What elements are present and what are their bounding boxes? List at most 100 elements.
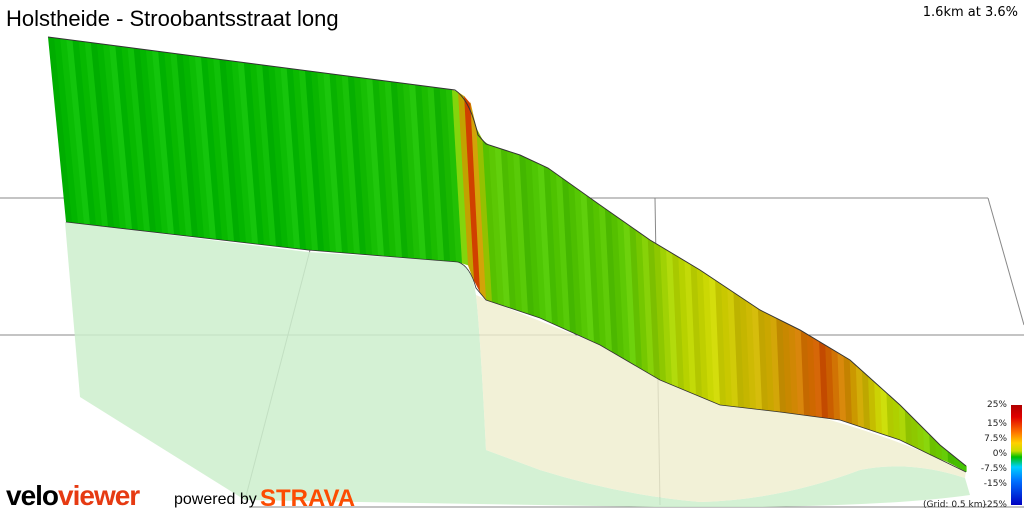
profile-wall-segment (201, 56, 223, 241)
profile-wall-segment (366, 78, 385, 257)
profile-wall-segment (917, 422, 925, 453)
profile-wall-segment (378, 80, 397, 258)
profile-wall-segment (305, 70, 325, 252)
profile-wall-segment (537, 163, 553, 324)
profile-wall-segment (464, 96, 481, 294)
legend-label: -15% (983, 479, 1007, 489)
profile-wall-segment (384, 80, 403, 258)
profile-wall-segment (402, 83, 421, 260)
profile-wall-segment (225, 60, 247, 243)
profile-wall-segment (727, 288, 739, 408)
grid-line-diagonal (987, 197, 1024, 326)
profile-wall-segment (696, 268, 709, 401)
profile-wall-segment (653, 242, 667, 383)
profile-wall-segment (525, 157, 541, 319)
profile-wall-segment (219, 59, 241, 243)
profile-wall-segment (898, 403, 907, 444)
profile-wall-segment (592, 199, 607, 349)
profile-wall-segment (207, 57, 229, 241)
profile-wall-segment (886, 392, 895, 439)
profile-wall-segment (562, 178, 577, 335)
profile-wall-segment (941, 446, 949, 463)
profile-wall-segment (409, 84, 427, 260)
profile-wall-segment (78, 40, 103, 227)
profile-wall-segment (721, 284, 733, 407)
profile-wall-segment (262, 64, 283, 248)
profile-wall-segment (360, 77, 379, 256)
profile-wall-segment (145, 49, 169, 234)
profile-wall-segment (243, 62, 265, 245)
profile-wall-segment (904, 409, 913, 447)
legend-label: 25% (986, 400, 1007, 410)
profile-wall-segment (139, 48, 163, 234)
profile-wall-segment (152, 50, 175, 235)
profile-wall-segment (127, 47, 151, 232)
profile-wall-segment (641, 234, 655, 377)
profile-wall-segment (66, 39, 91, 225)
profile-wall-segment (103, 44, 127, 230)
profile-wall-segment (568, 182, 583, 338)
profile-wall-segment (745, 300, 757, 410)
strava-logo[interactable]: STRAVA (260, 485, 356, 512)
profile-wall-segment (298, 69, 319, 251)
profile-wall-segment (684, 260, 697, 396)
profile-wall-segment (555, 173, 571, 332)
profile-wall-segment (947, 451, 955, 466)
profile-wall-segment (488, 144, 505, 307)
profile-wall-segment (347, 76, 367, 255)
profile-wall (48, 37, 967, 472)
profile-wall-segment (513, 152, 529, 315)
logo-part-viewer: viewer (58, 480, 140, 511)
legend-label: 0% (992, 449, 1007, 459)
profile-wall-segment (415, 84, 433, 260)
profile-wall-segment (935, 440, 943, 461)
profile-wall-segment (880, 387, 889, 437)
profile-wall-segment (470, 101, 487, 301)
profile-wall-segment (292, 68, 313, 251)
profile-wall-segment (176, 53, 199, 238)
profile-wall-segment (629, 225, 643, 370)
profile-wall-segment (335, 74, 355, 254)
profile-wall-segment (54, 37, 79, 224)
profile-wall-segment (256, 64, 277, 247)
profile-wall-segment (874, 381, 883, 435)
profile-top-edge (47, 36, 967, 467)
profile-wall-segment (702, 271, 715, 403)
profile-wall-segment (213, 58, 235, 242)
profile-wall-segment (690, 264, 703, 398)
profile-wall-segment (286, 68, 307, 250)
profile-wall-segment (776, 318, 787, 413)
profile-wall-segment (788, 324, 799, 415)
profile-wall-segment (274, 66, 295, 249)
profile-wall-segment (604, 208, 619, 356)
profile-wall-segment (647, 238, 661, 381)
profile-wall-segment (96, 43, 121, 229)
profile-wall-segment (494, 146, 511, 309)
profile-wall-segment (396, 82, 415, 259)
legend-label: 7.5% (984, 434, 1007, 444)
profile-wall-segment (733, 292, 745, 408)
profile-wall-segment (48, 37, 73, 223)
profile-wall-segment (354, 76, 373, 256)
profile-wall-segment (660, 246, 673, 386)
veloviewer-logo[interactable]: veloviewer (6, 480, 140, 512)
profile-wall-segment (482, 140, 499, 305)
logo-part-velo: velo (6, 480, 59, 511)
profile-wall-segment (188, 55, 211, 239)
profile-wall-segment (764, 312, 775, 412)
profile-wall-segment (666, 249, 679, 388)
segment-title: Holstheide - Stroobantsstraat long (6, 6, 339, 31)
profile-wall-segment (182, 54, 205, 239)
profile-wall-segment (617, 217, 631, 363)
profile-wall-segment (635, 229, 649, 374)
profile-wall-segment (372, 79, 391, 257)
profile-wall-segment (757, 308, 769, 411)
profile-wall-segment (500, 148, 517, 311)
profile-wall-segment (708, 275, 721, 406)
profile-wall-segment (421, 85, 439, 261)
profile-wall-segment (476, 128, 493, 303)
profile-wall-segment (910, 415, 919, 450)
profile-bottom-edge (65, 221, 967, 473)
profile-wall-segment (623, 221, 637, 367)
powered-by-text: powered by (174, 491, 257, 508)
